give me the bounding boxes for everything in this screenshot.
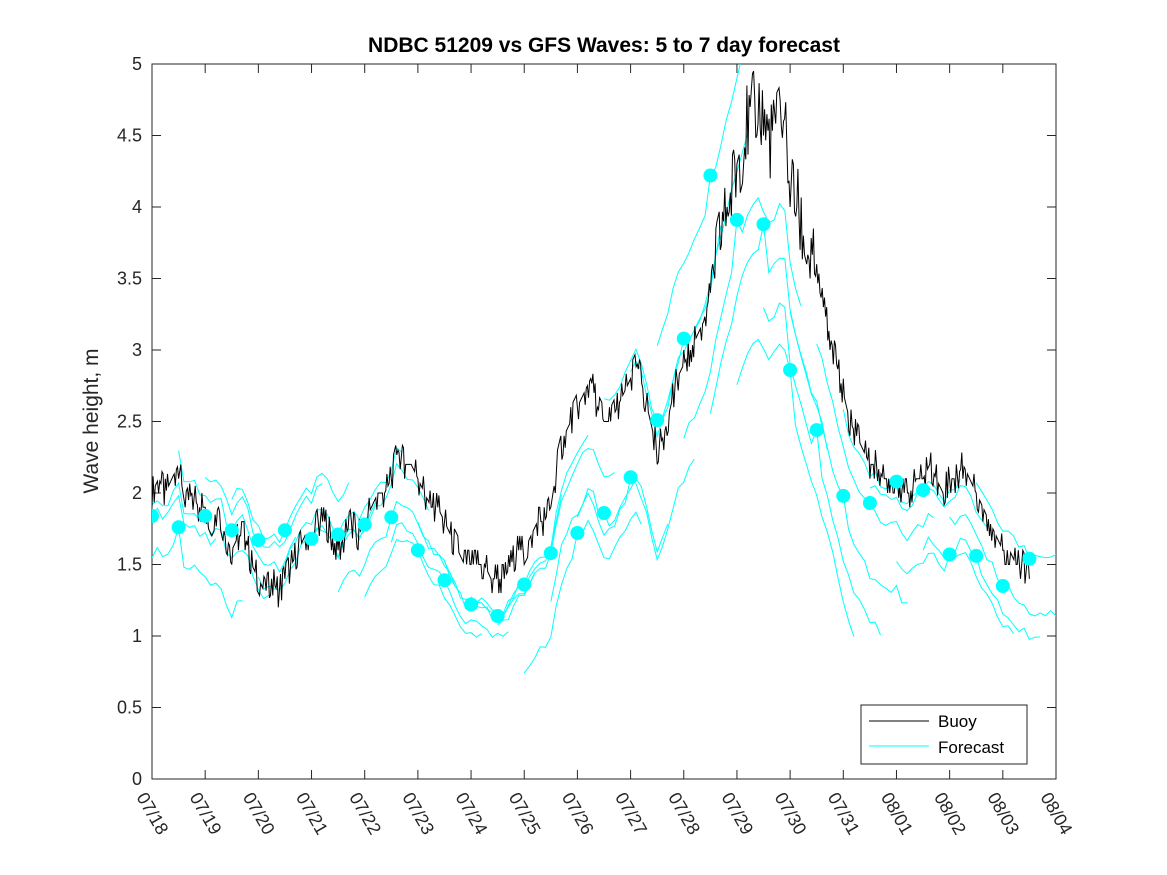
- forecast-trajectory-line: [656, 64, 741, 347]
- forecast-point: [836, 488, 851, 503]
- forecast-point: [198, 508, 213, 523]
- chart-title: NDBC 51209 vs GFS Waves: 5 to 7 day fore…: [368, 34, 840, 57]
- forecast-point: [543, 546, 558, 561]
- forecast-trajectory-line: [922, 536, 1041, 641]
- forecast-point: [357, 517, 372, 532]
- y-axis-label: Wave height, m: [80, 348, 103, 493]
- y-tick-label: 1: [132, 626, 142, 646]
- forecast-point: [597, 506, 611, 520]
- forecast-trajectory-line: [364, 538, 482, 638]
- forecast-point: [729, 212, 744, 227]
- forecast-trajectory-line: [842, 409, 961, 505]
- forecast-point: [331, 527, 346, 542]
- forecast-point: [756, 217, 771, 232]
- forecast-point: [277, 523, 292, 538]
- y-tick-label: 0: [132, 769, 142, 789]
- forecast-point: [570, 526, 585, 540]
- legend: Buoy Forecast: [860, 704, 1028, 765]
- forecast-point: [384, 510, 399, 525]
- forecast-trajectory-line: [789, 311, 908, 604]
- forecast-point: [224, 523, 239, 538]
- forecast-point: [251, 533, 266, 548]
- forecast-trajectory-line: [284, 446, 403, 566]
- y-tick-label: 5: [132, 54, 142, 74]
- y-axis: 0 0.5 1 1.5 2 2.5 3 3.5 4 4.5 5: [117, 54, 1056, 789]
- forecast-trajectory-line: [390, 522, 509, 639]
- forecast-trajectory-line: [470, 435, 589, 616]
- forecast-trajectory-line: [337, 500, 456, 593]
- forecast-trajectory-line: [497, 447, 615, 626]
- forecast-point: [995, 579, 1010, 593]
- y-tick-label: 3: [132, 340, 142, 360]
- y-tick-label: 4.5: [117, 126, 142, 146]
- forecast-point: [517, 577, 532, 592]
- forecast-point: [676, 331, 691, 346]
- forecast-trajectory-line: [231, 472, 350, 544]
- forecast-point: [490, 609, 505, 623]
- forecast-point: [304, 531, 319, 546]
- forecast-point: [437, 573, 452, 588]
- forecast-point: [862, 496, 877, 510]
- forecast-point: [916, 483, 931, 498]
- forecast-point: [942, 547, 957, 562]
- forecast-point: [623, 470, 638, 485]
- forecast-point: [889, 474, 904, 489]
- forecast-trajectory-line: [204, 477, 323, 548]
- forecast-trajectory-line: [576, 458, 695, 562]
- legend-buoy-label: Buoy: [938, 712, 977, 731]
- forecast-point: [1022, 551, 1037, 566]
- forecast-trajectory-line: [709, 224, 828, 451]
- forecast-trajectory-line: [550, 477, 669, 602]
- y-tick-label: 3.5: [117, 269, 142, 289]
- legend-forecast-label: Forecast: [938, 738, 1004, 757]
- forecast-point: [809, 423, 824, 438]
- y-tick-label: 2.5: [117, 412, 142, 432]
- series-layer: [152, 64, 1056, 674]
- forecast-trajectory-line: [736, 338, 855, 637]
- forecast-point: [650, 413, 665, 428]
- y-tick-label: 1.5: [117, 555, 142, 575]
- forecast-trajectory-line: [178, 450, 297, 574]
- legend-box: [860, 704, 1028, 765]
- y-tick-label: 0.5: [117, 698, 142, 718]
- y-tick-label: 2: [132, 483, 142, 503]
- y-tick-label: 4: [132, 197, 142, 217]
- forecast-trajectory-line: [763, 302, 881, 636]
- forecast-point: [703, 168, 718, 183]
- forecast-point: [171, 520, 186, 535]
- forecast-point: [783, 363, 798, 377]
- forecast-point: [969, 548, 984, 563]
- forecast-trajectory-line: [152, 527, 243, 620]
- forecast-trajectory-line: [152, 494, 217, 546]
- forecast-trajectory-line: [683, 196, 802, 439]
- forecast-trajectory-line: [816, 343, 935, 542]
- forecast-point: [410, 543, 425, 558]
- buoy-line: [152, 70, 1030, 608]
- forecast-point: [152, 508, 159, 523]
- forecast-point: [464, 597, 479, 612]
